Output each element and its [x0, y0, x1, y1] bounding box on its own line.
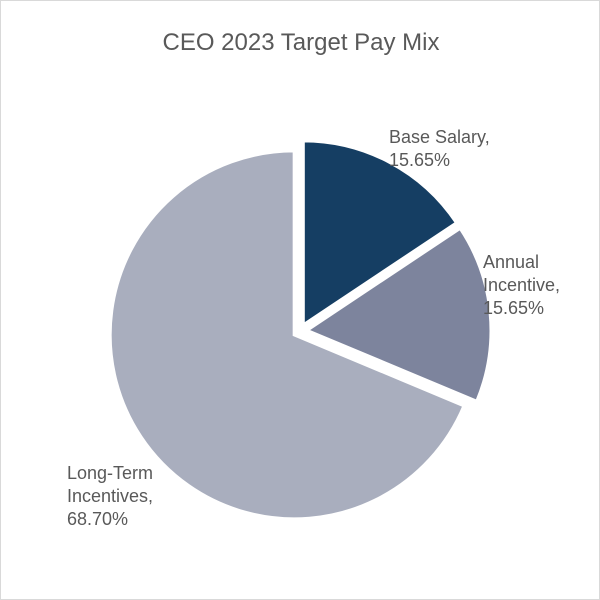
- chart-title: CEO 2023 Target Pay Mix: [162, 29, 440, 56]
- pie-slice-annual-incentive: [303, 226, 493, 404]
- data-label-long-term-incentives: Long-Term Incentives, 68.70%: [67, 463, 153, 529]
- data-label-annual-incentive: Annual Incentive, 15.65%: [483, 252, 560, 318]
- data-label-base-salary: Base Salary, 15.65%: [389, 127, 490, 170]
- pie-slice-long-term-incentives: [108, 149, 466, 521]
- pie-slice-base-salary: [301, 139, 459, 328]
